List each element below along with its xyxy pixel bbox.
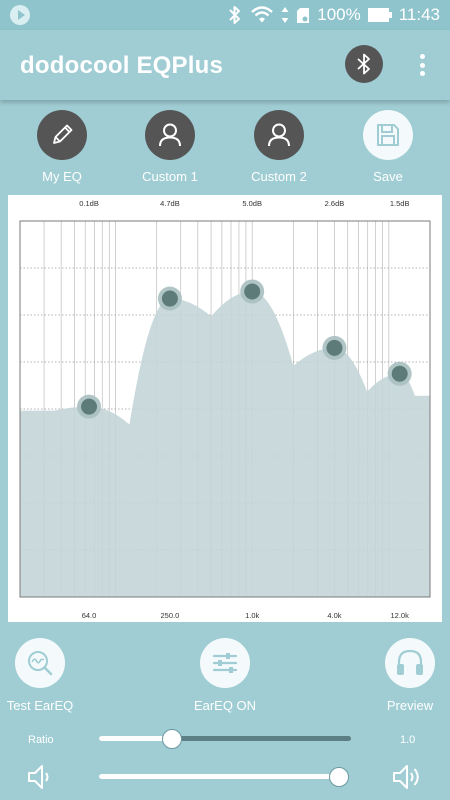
ratio-label: Ratio xyxy=(28,734,54,746)
eq-gain-label: 1.5dB xyxy=(390,199,410,208)
eq-plot-border xyxy=(19,220,431,598)
volume-high-icon[interactable] xyxy=(390,760,424,794)
eq-frequency-label: 4.0k xyxy=(327,611,341,620)
preset-custom-2-circle[interactable] xyxy=(254,110,304,160)
eq-frequency-label: 12.0k xyxy=(391,611,410,620)
preview-button[interactable]: Preview xyxy=(375,638,445,713)
app-bar: dodocool EQPlus xyxy=(0,30,450,100)
sliders-icon xyxy=(212,653,238,673)
bluetooth-icon xyxy=(229,6,241,24)
ratio-slider-track xyxy=(99,736,351,741)
test-eareq-circle[interactable] xyxy=(15,638,65,688)
pencil-icon xyxy=(53,124,73,144)
preview-label: Preview xyxy=(386,698,434,713)
preset-custom-1-circle[interactable] xyxy=(145,110,195,160)
eareq-toggle-button[interactable]: EarEQ ON xyxy=(190,638,260,713)
eq-gain-label: 2.6dB xyxy=(325,199,345,208)
battery-icon xyxy=(367,8,392,22)
search-wave-icon xyxy=(28,651,53,676)
ratio-value: 1.0 xyxy=(400,734,416,746)
app-title: dodocool EQPlus xyxy=(20,52,224,79)
data-arrows-icon xyxy=(281,7,289,23)
play-circle-icon xyxy=(10,5,30,25)
eq-band-handle[interactable] xyxy=(244,283,261,300)
person-icon xyxy=(159,123,181,147)
sd-card-icon xyxy=(297,8,310,23)
battery-percent: 100% xyxy=(317,5,361,24)
eq-band-handle[interactable] xyxy=(81,398,98,415)
equalizer-panel: 0.1dB 4.7dB 5.0dB 2.6dB 1.5dB 64.0 250.0 1.0k 4.… xyxy=(8,195,442,622)
preview-circle[interactable] xyxy=(385,638,435,688)
eq-band-handle[interactable] xyxy=(161,290,178,307)
eareq-toggle-circle[interactable] xyxy=(200,638,250,688)
eq-frequency-label: 64.0 xyxy=(82,611,97,620)
preset-custom-2[interactable]: Custom 2 xyxy=(234,110,324,184)
test-eareq-button[interactable]: Test EarEQ xyxy=(5,638,75,713)
equalizer-graph[interactable]: 0.1dB 4.7dB 5.0dB 2.6dB 1.5dB 64.0 250.0 1.0k 4.… xyxy=(8,195,442,622)
preset-my-eq-label: My EQ xyxy=(42,169,82,184)
person-icon xyxy=(268,123,290,147)
preset-my-eq-circle[interactable] xyxy=(37,110,87,160)
ratio-slider-thumb[interactable] xyxy=(162,729,183,749)
eq-curve-fill xyxy=(20,291,430,597)
ratio-slider-fill xyxy=(99,736,173,741)
volume-slider[interactable] xyxy=(99,767,349,787)
status-bar: 100% 11:43 xyxy=(0,0,450,30)
headphones-icon xyxy=(397,649,423,675)
preset-my-eq[interactable]: My EQ xyxy=(17,110,107,184)
eq-gain-label: 4.7dB xyxy=(160,199,180,208)
more-vert-icon[interactable] xyxy=(412,52,432,78)
eq-frequency-label: 250.0 xyxy=(161,611,180,620)
preset-save-circle[interactable] xyxy=(363,110,413,160)
eareq-toggle-label: EarEQ ON xyxy=(193,698,257,713)
ratio-slider[interactable] xyxy=(99,729,351,749)
preset-custom-1[interactable]: Custom 1 xyxy=(125,110,215,184)
eq-band-handle[interactable] xyxy=(391,365,408,382)
volume-slider-fill xyxy=(99,774,339,779)
clock: 11:43 xyxy=(398,5,440,24)
preset-custom-2-label: Custom 2 xyxy=(251,169,307,184)
bluetooth-icon xyxy=(357,53,370,75)
eq-gain-label: 0.1dB xyxy=(79,199,99,208)
eq-frequency-label: 1.0k xyxy=(245,611,259,620)
volume-slider-thumb[interactable] xyxy=(328,767,349,787)
preset-save[interactable]: Save xyxy=(343,110,433,184)
save-icon xyxy=(377,124,399,146)
status-icons: 100% 11:43 xyxy=(227,0,440,30)
bluetooth-button[interactable] xyxy=(345,45,383,83)
preset-custom-1-label: Custom 1 xyxy=(142,169,198,184)
preset-save-label: Save xyxy=(373,169,403,184)
test-eareq-label: Test EarEQ xyxy=(6,698,74,713)
volume-low-icon[interactable] xyxy=(24,760,58,794)
eq-gain-label: 5.0dB xyxy=(242,199,262,208)
eq-band-handle[interactable] xyxy=(326,339,343,356)
wifi-icon xyxy=(251,6,274,23)
